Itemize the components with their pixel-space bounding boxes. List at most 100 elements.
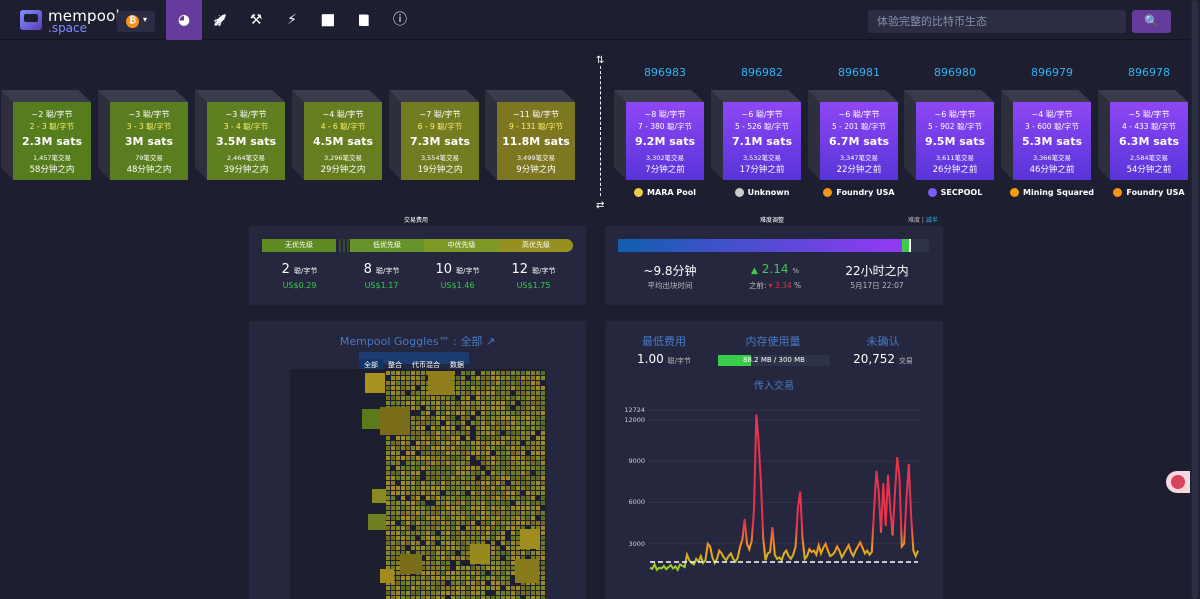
tx-square[interactable] (396, 551, 400, 555)
tx-square[interactable] (501, 401, 505, 405)
tx-square[interactable] (436, 516, 440, 520)
tx-square[interactable] (416, 581, 420, 585)
tx-square[interactable] (431, 491, 435, 495)
tx-square[interactable] (481, 511, 485, 515)
tx-square[interactable] (491, 396, 495, 400)
tx-square[interactable] (516, 526, 520, 530)
tx-square[interactable] (506, 506, 510, 510)
tx-square[interactable] (421, 521, 425, 525)
tx-square[interactable] (426, 521, 430, 525)
tx-square[interactable] (431, 426, 435, 430)
tx-square[interactable] (516, 466, 520, 470)
tx-square[interactable] (441, 591, 445, 595)
tx-square[interactable] (541, 391, 545, 395)
tx-square[interactable] (491, 566, 495, 570)
tx-square[interactable] (511, 381, 515, 385)
tx-square[interactable] (506, 496, 510, 500)
tx-square[interactable] (516, 501, 520, 505)
tx-square[interactable] (516, 516, 520, 520)
tx-square[interactable] (466, 386, 470, 390)
tx-square[interactable] (496, 546, 500, 550)
tx-square[interactable] (451, 471, 455, 475)
tx-square[interactable] (476, 511, 480, 515)
tx-square[interactable] (386, 491, 390, 495)
tx-square[interactable] (451, 461, 455, 465)
tx-square[interactable] (421, 446, 425, 450)
tx-square[interactable] (441, 481, 445, 485)
tx-square[interactable] (416, 541, 420, 545)
tx-square[interactable] (391, 451, 395, 455)
tx-square[interactable] (386, 536, 390, 540)
tx-square[interactable] (536, 406, 540, 410)
tx-square[interactable] (506, 486, 510, 490)
tx-square[interactable] (526, 586, 530, 590)
tx-square[interactable] (536, 391, 540, 395)
tx-square[interactable] (396, 456, 400, 460)
tx-square[interactable] (506, 386, 510, 390)
tx-square[interactable] (446, 446, 450, 450)
tx-square[interactable] (451, 516, 455, 520)
tx-square[interactable] (416, 421, 420, 425)
tx-square[interactable] (461, 406, 465, 410)
tx-square[interactable] (431, 416, 435, 420)
tx-square[interactable] (521, 511, 525, 515)
tx-square[interactable] (541, 486, 545, 490)
tx-square[interactable] (396, 401, 400, 405)
tx-square[interactable] (516, 486, 520, 490)
pool-name[interactable]: SECPOOL (940, 188, 983, 197)
tx-square[interactable] (526, 416, 530, 420)
tx-square[interactable] (461, 551, 465, 555)
tx-square[interactable] (451, 596, 455, 599)
tx-square[interactable] (476, 586, 480, 590)
tx-square[interactable] (386, 546, 390, 550)
goggles-title[interactable]: Mempool Goggles™ : 全部 ↗ (250, 333, 585, 349)
tx-square[interactable] (526, 406, 530, 410)
tx-square[interactable] (416, 426, 420, 430)
tx-square[interactable] (456, 571, 460, 575)
tx-square[interactable] (531, 551, 535, 555)
tx-square[interactable] (446, 416, 450, 420)
tx-square[interactable] (446, 451, 450, 455)
tx-square[interactable] (441, 426, 445, 430)
tx-square[interactable] (516, 381, 520, 385)
tx-square[interactable] (521, 526, 525, 530)
tx-square-large[interactable] (380, 407, 410, 435)
tx-square[interactable] (456, 486, 460, 490)
tx-square[interactable] (441, 506, 445, 510)
tx-square[interactable] (471, 466, 475, 470)
tx-square[interactable] (476, 406, 480, 410)
tx-square[interactable] (501, 561, 505, 565)
tx-square[interactable] (521, 386, 525, 390)
tx-square[interactable] (491, 371, 495, 375)
tx-square[interactable] (461, 516, 465, 520)
tx-square[interactable] (391, 391, 395, 395)
tx-square[interactable] (481, 541, 485, 545)
tx-square[interactable] (481, 526, 485, 530)
tx-square[interactable] (436, 466, 440, 470)
tx-square[interactable] (536, 451, 540, 455)
tx-square[interactable] (501, 481, 505, 485)
tx-square-large[interactable] (520, 529, 540, 549)
tx-square[interactable] (496, 411, 500, 415)
tx-square[interactable] (386, 541, 390, 545)
tx-square[interactable] (536, 586, 540, 590)
tx-square[interactable] (416, 381, 420, 385)
tx-square[interactable] (536, 521, 540, 525)
tx-square[interactable] (386, 381, 390, 385)
tx-square[interactable] (436, 536, 440, 540)
tx-square[interactable] (401, 486, 405, 490)
tx-square[interactable] (521, 521, 525, 525)
tx-square[interactable] (516, 546, 520, 550)
tx-square[interactable] (486, 596, 490, 599)
tx-square[interactable] (496, 511, 500, 515)
tx-square[interactable] (481, 596, 485, 599)
tx-square[interactable] (486, 481, 490, 485)
tx-square[interactable] (411, 496, 415, 500)
tx-square[interactable] (411, 426, 415, 430)
tx-square[interactable] (411, 486, 415, 490)
tx-square[interactable] (541, 416, 545, 420)
tx-square[interactable] (461, 451, 465, 455)
tx-square[interactable] (516, 416, 520, 420)
tx-square[interactable] (506, 556, 510, 560)
tx-square[interactable] (391, 456, 395, 460)
